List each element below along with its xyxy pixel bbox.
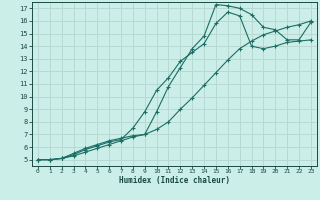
X-axis label: Humidex (Indice chaleur): Humidex (Indice chaleur)	[119, 176, 230, 185]
